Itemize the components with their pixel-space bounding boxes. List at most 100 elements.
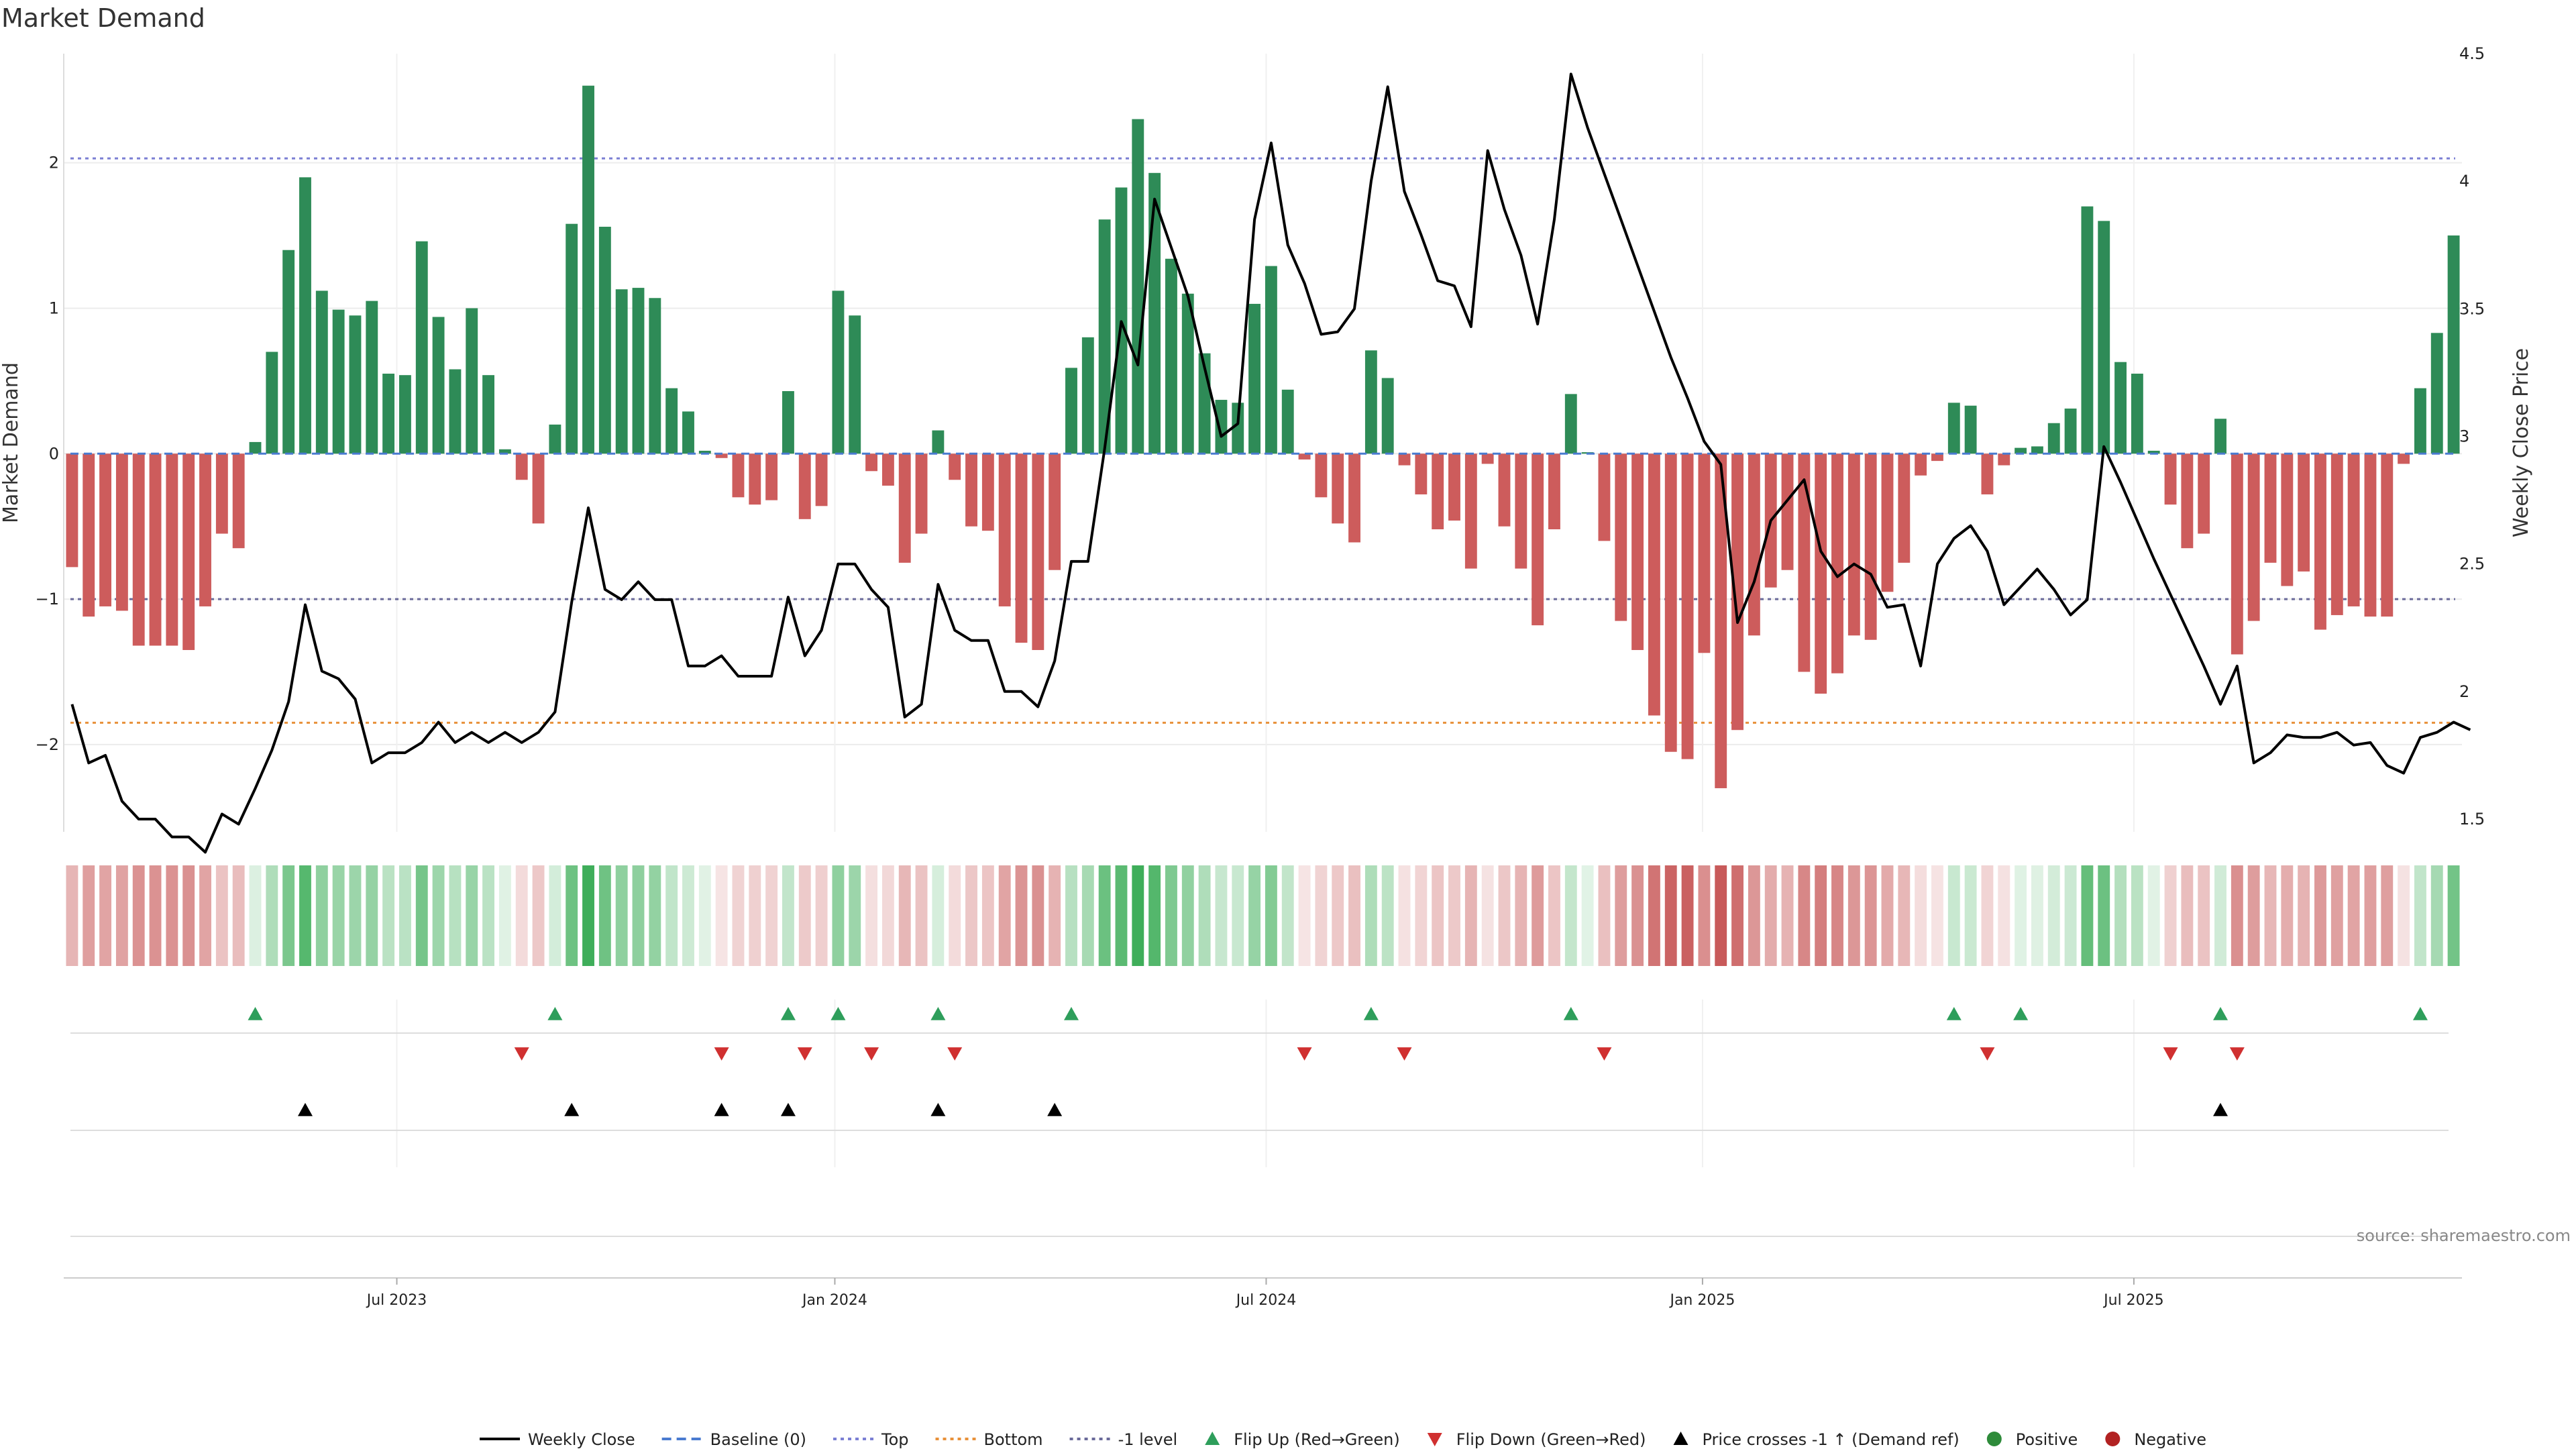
flip-up-marker bbox=[1063, 1007, 1079, 1020]
heat-cell bbox=[449, 865, 462, 966]
heat-cell bbox=[898, 865, 911, 966]
heat-cell bbox=[2247, 865, 2260, 966]
demand-bar bbox=[166, 453, 178, 646]
demand-bar bbox=[881, 453, 894, 486]
demand-bar bbox=[1281, 389, 1294, 454]
heat-cell bbox=[715, 865, 728, 966]
demand-bar bbox=[2031, 446, 2043, 454]
legend-label: Positive bbox=[2016, 1430, 2078, 1449]
heat-cell bbox=[299, 865, 311, 966]
heat-cell bbox=[1915, 865, 1927, 966]
y-right-tick-label: 4 bbox=[2459, 172, 2469, 191]
heat-cell bbox=[99, 865, 112, 966]
heat-cell bbox=[1715, 865, 1727, 966]
legend-item: Weekly Close bbox=[480, 1430, 635, 1449]
demand-bar bbox=[2447, 235, 2460, 454]
heat-cell bbox=[1148, 865, 1161, 966]
heat-cell bbox=[1448, 865, 1460, 966]
heat-cell bbox=[1281, 865, 1294, 966]
demand-bar bbox=[1165, 258, 1177, 454]
demand-bar bbox=[932, 430, 945, 454]
heat-cell bbox=[798, 865, 811, 966]
demand-bar bbox=[582, 85, 594, 454]
legend-swatch-triangle-down bbox=[1427, 1433, 1442, 1446]
signal-rows bbox=[70, 1007, 2449, 1237]
heat-cell bbox=[2131, 865, 2143, 966]
heat-cell bbox=[1381, 865, 1394, 966]
heat-cell bbox=[1532, 865, 1544, 966]
demand-bar bbox=[1698, 453, 1711, 653]
y-right-tick-label: 4.5 bbox=[2459, 44, 2485, 63]
demand-bar bbox=[466, 308, 478, 454]
demand-bar bbox=[1248, 303, 1261, 454]
heat-cell bbox=[632, 865, 645, 966]
heat-cell bbox=[232, 865, 245, 966]
flip-down-marker bbox=[797, 1047, 812, 1061]
demand-bar bbox=[1032, 453, 1044, 650]
heat-cell bbox=[2398, 865, 2410, 966]
heat-cell bbox=[1964, 865, 1977, 966]
heat-cell bbox=[2330, 865, 2343, 966]
heat-cell bbox=[2264, 865, 2277, 966]
demand-bar bbox=[1332, 453, 1344, 524]
demand-bar bbox=[782, 391, 794, 454]
heat-cell bbox=[2347, 865, 2360, 966]
heat-cell bbox=[2015, 865, 2027, 966]
demand-bar bbox=[715, 453, 728, 458]
heat-cell bbox=[1798, 865, 1811, 966]
demand-bar bbox=[1731, 453, 1743, 731]
heat-cell bbox=[1481, 865, 1494, 966]
flip-down-marker bbox=[514, 1047, 529, 1061]
demand-bar bbox=[2114, 362, 2127, 454]
heat-cell bbox=[2064, 865, 2077, 966]
heat-cell bbox=[2364, 865, 2377, 966]
heat-cell bbox=[549, 865, 561, 966]
demand-bar bbox=[1398, 453, 1411, 466]
demand-bar bbox=[649, 298, 661, 454]
x-tick-label: Jul 2023 bbox=[366, 1292, 427, 1309]
heat-cell bbox=[1648, 865, 1660, 966]
axes: −2 −1 0 1 2 1.5 2 2.5 3 3.5 4 4.5 bbox=[36, 44, 2485, 832]
x-axis: Jul 2023 Jan 2024 Jul 2024 Jan 2025 Jul 2025 bbox=[64, 1277, 2462, 1309]
weekly-close-line bbox=[70, 72, 2471, 854]
demand-bar bbox=[2314, 453, 2326, 630]
price-cross-marker bbox=[297, 1103, 313, 1116]
heat-cell bbox=[1748, 865, 1760, 966]
demand-bar bbox=[2098, 221, 2110, 454]
demand-bar bbox=[132, 453, 145, 646]
heat-cell bbox=[366, 865, 378, 966]
demand-bar bbox=[2281, 453, 2294, 586]
demand-bar bbox=[998, 453, 1011, 606]
demand-bar bbox=[1615, 453, 1627, 621]
demand-bars bbox=[66, 85, 2460, 788]
heat-cell bbox=[1215, 865, 1228, 966]
heat-cell bbox=[1831, 865, 1843, 966]
heat-cell bbox=[1764, 865, 1777, 966]
demand-bar bbox=[1881, 453, 1894, 592]
legend-item: Baseline (0) bbox=[661, 1430, 806, 1449]
flip-down-marker bbox=[1297, 1047, 1312, 1061]
demand-bar bbox=[2164, 453, 2177, 505]
demand-bar bbox=[1947, 402, 1960, 454]
heat-cell bbox=[566, 865, 578, 966]
demand-bar bbox=[282, 250, 295, 454]
heat-cell bbox=[382, 865, 395, 966]
heat-cell bbox=[66, 865, 78, 966]
x-tick-label: Jul 2025 bbox=[2102, 1292, 2164, 1309]
price-cross-marker bbox=[564, 1103, 580, 1116]
demand-bar bbox=[1598, 453, 1611, 541]
demand-bar bbox=[2414, 388, 2426, 454]
demand-bar bbox=[498, 449, 511, 454]
y-left-tick-label: −1 bbox=[36, 590, 59, 608]
heat-cell bbox=[315, 865, 328, 966]
legend-label: Price crosses -1 ↑ (Demand ref) bbox=[1703, 1430, 1960, 1449]
legend-item: Negative bbox=[2105, 1430, 2206, 1449]
demand-bar bbox=[2398, 453, 2410, 464]
legend-label: Top bbox=[881, 1430, 909, 1449]
heat-cell bbox=[1631, 865, 1644, 966]
demand-bar bbox=[598, 227, 611, 454]
heat-cell bbox=[182, 865, 195, 966]
y-left-tick-label: 2 bbox=[49, 154, 59, 172]
demand-bar bbox=[1132, 119, 1144, 454]
